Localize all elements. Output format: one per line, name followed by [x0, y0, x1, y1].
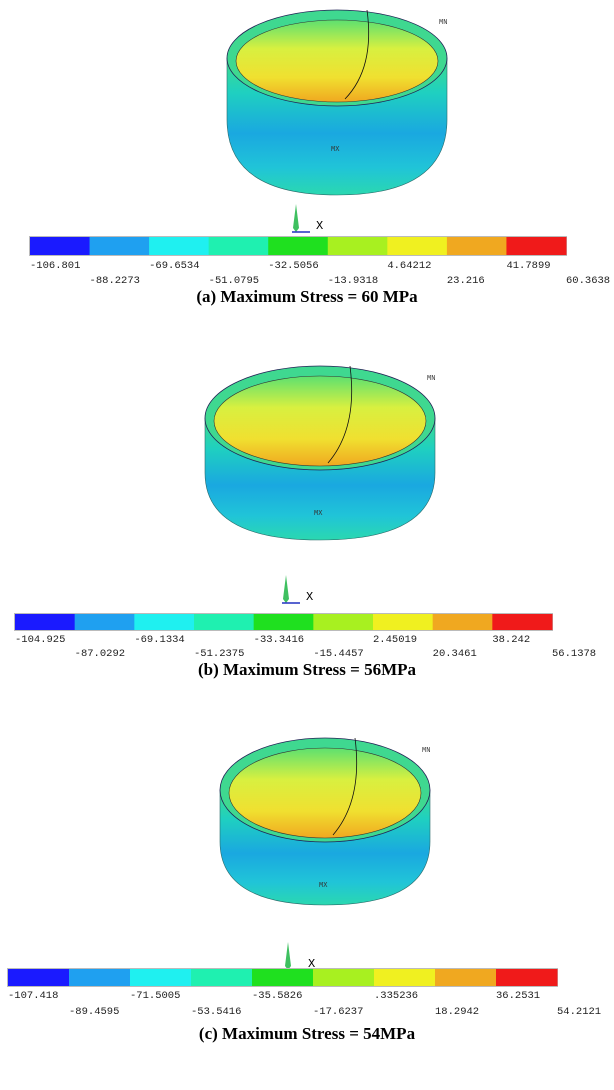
- legend-swatch: [373, 614, 434, 630]
- caption: (b) Maximum Stress = 56MPa: [198, 660, 417, 679]
- caption: (a) Maximum Stress = 60 MPa: [196, 287, 418, 306]
- legend-label: 18.2942: [435, 1006, 479, 1018]
- legend-swatch: [149, 237, 210, 255]
- legend-swatch: [313, 614, 374, 630]
- legend-label: 54.2121: [557, 1006, 601, 1018]
- legend-swatch: [446, 237, 507, 255]
- legend-swatch: [208, 237, 269, 255]
- legend-label: -71.5005: [130, 990, 180, 1002]
- legend-label: -106.801: [30, 260, 80, 272]
- legend-swatch: [374, 969, 436, 986]
- cup-inner: [228, 747, 422, 839]
- legend-label: -104.925: [15, 634, 65, 646]
- cup-inner: [213, 375, 427, 467]
- legend-swatch: [134, 614, 195, 630]
- legend-label: 38.242: [492, 634, 530, 646]
- legend-label: .335236: [374, 990, 418, 1002]
- legend-swatch: [268, 237, 329, 255]
- legend-label: 60.3638: [566, 275, 610, 287]
- min-label: MN: [439, 19, 447, 27]
- legend-swatch: [15, 614, 76, 630]
- legend-label: -13.9318: [328, 275, 378, 287]
- legend-label: -33.3416: [254, 634, 304, 646]
- legend-swatch: [435, 969, 497, 986]
- legend-swatch: [8, 969, 70, 986]
- legend-label: -69.6534: [149, 260, 199, 272]
- legend-label: -51.0795: [209, 275, 259, 287]
- legend-swatch: [89, 237, 150, 255]
- legend-swatch: [194, 614, 255, 630]
- legend-label: -88.2273: [90, 275, 140, 287]
- legend-swatch: [313, 969, 375, 986]
- legend-label: -69.1334: [134, 634, 184, 646]
- legend-label: -107.418: [8, 990, 58, 1002]
- legend-label: -87.0292: [75, 648, 125, 660]
- cup-inner: [235, 19, 439, 103]
- min-label: MN: [427, 375, 435, 383]
- seam: [344, 9, 370, 100]
- legend-swatch: [492, 614, 553, 630]
- max-label: MX: [331, 146, 340, 154]
- legend-label: -35.5826: [252, 990, 302, 1002]
- legend-swatch: [387, 237, 448, 255]
- legend-label: 56.1378: [552, 648, 596, 660]
- triad: [293, 204, 299, 232]
- legend-label: 41.7899: [506, 260, 550, 272]
- legend-label: -15.4457: [313, 648, 363, 660]
- axis-label: X: [306, 590, 313, 604]
- legend-swatch: [74, 614, 135, 630]
- legend-label: 4.64212: [387, 260, 431, 272]
- legend-swatch: [506, 237, 567, 255]
- legend-label: 20.3461: [433, 648, 477, 660]
- legend-label: -53.5416: [191, 1006, 241, 1018]
- legend-label: 2.45019: [373, 634, 417, 646]
- legend-swatch: [69, 969, 131, 986]
- max-label: MX: [319, 882, 328, 890]
- min-label: MN: [422, 747, 430, 755]
- legend-swatch: [432, 614, 493, 630]
- axis-label: X: [316, 219, 323, 233]
- legend-label: -32.5056: [268, 260, 318, 272]
- legend-swatch: [327, 237, 388, 255]
- legend-label: -89.4595: [69, 1006, 119, 1018]
- legend-swatch: [191, 969, 253, 986]
- legend-swatch: [30, 237, 91, 255]
- caption: (c) Maximum Stress = 54MPa: [199, 1024, 416, 1043]
- legend-label: 23.216: [447, 275, 485, 287]
- legend-label: 36.2531: [496, 990, 540, 1002]
- legend-swatch: [130, 969, 192, 986]
- legend-swatch: [253, 614, 314, 630]
- seam: [332, 737, 358, 836]
- legend-label: -17.6237: [313, 1006, 363, 1018]
- legend-swatch: [252, 969, 314, 986]
- axis-label: X: [308, 957, 315, 971]
- legend-label: -51.2375: [194, 648, 244, 660]
- triad: [283, 575, 289, 603]
- legend-swatch: [496, 969, 558, 986]
- max-label: MX: [314, 510, 323, 518]
- seam: [327, 365, 353, 464]
- triad: [285, 942, 291, 970]
